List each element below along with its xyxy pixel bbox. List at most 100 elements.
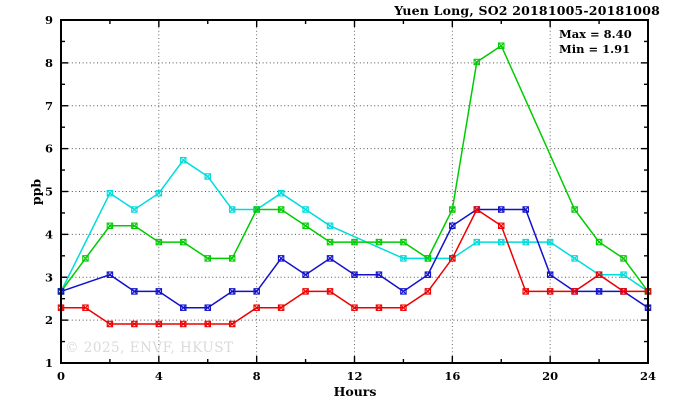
data-point-marker	[277, 304, 285, 311]
data-point-marker	[497, 206, 505, 213]
data-point-marker	[180, 156, 187, 164]
chart-title: Yuen Long, SO2 20181005-20181008	[394, 3, 660, 18]
data-point-marker	[424, 271, 432, 278]
data-point-marker	[449, 206, 456, 213]
data-point-marker	[375, 304, 383, 311]
data-point-marker	[131, 288, 138, 295]
data-point-marker	[228, 255, 236, 262]
data-point-marker	[155, 288, 163, 295]
watermark: © 2025, ENVF, HKUST	[65, 340, 234, 356]
y-tick-label: 5	[45, 185, 53, 199]
x-tick-label: 4	[155, 369, 163, 383]
x-tick-label: 20	[542, 369, 558, 383]
data-point-marker	[228, 206, 236, 213]
data-point-marker	[351, 238, 358, 246]
x-tick-label: 12	[346, 369, 362, 383]
data-point-marker	[375, 271, 383, 278]
data-point-marker	[351, 271, 358, 278]
y-tick-label: 4	[45, 227, 53, 241]
data-point-marker	[106, 320, 114, 328]
data-point-marker	[131, 222, 138, 230]
data-point-marker	[253, 288, 260, 295]
axis-ticks	[60, 19, 649, 364]
data-point-marker	[620, 288, 627, 295]
data-point-marker	[546, 271, 554, 278]
x-tick-label: 16	[444, 369, 460, 383]
data-point-marker	[595, 288, 603, 295]
data-point-marker	[522, 206, 529, 213]
y-tick-label: 6	[45, 142, 53, 156]
data-point-marker	[400, 288, 407, 295]
grid-lines	[61, 20, 648, 363]
data-point-marker	[473, 206, 481, 213]
plot-border	[60, 19, 649, 364]
data-point-marker	[400, 304, 407, 311]
data-point-marker	[253, 304, 260, 311]
data-point-marker	[400, 238, 407, 246]
data-point-marker	[449, 255, 456, 262]
data-point-marker	[228, 320, 236, 328]
y-tick-label: 3	[45, 270, 53, 284]
data-point-marker	[571, 288, 578, 295]
series-path	[61, 208, 648, 325]
data-point-marker	[546, 288, 554, 295]
data-point-marker	[424, 288, 432, 295]
data-point-marker	[351, 304, 358, 311]
y-tick-label: 9	[45, 13, 53, 27]
x-axis-label: Hours	[333, 384, 377, 399]
maxmin-annotation: Max = 8.40 Min = 1.91	[559, 27, 632, 57]
data-point-marker	[82, 304, 89, 311]
data-point-marker	[302, 206, 309, 213]
data-point-marker	[155, 320, 163, 328]
data-point-marker	[131, 320, 138, 328]
y-axis-label: ppb	[28, 178, 44, 206]
data-point-marker	[106, 189, 114, 197]
data-point-marker	[204, 320, 212, 328]
data-point-marker	[375, 238, 383, 246]
data-point-marker	[302, 288, 309, 295]
data-point-marker	[82, 255, 89, 262]
data-point-marker	[620, 271, 627, 278]
data-point-marker	[473, 238, 481, 246]
data-point-marker	[131, 206, 138, 213]
data-point-marker	[155, 238, 163, 246]
data-point-marker	[204, 173, 212, 180]
data-point-marker	[302, 222, 309, 230]
data-point-marker	[546, 238, 554, 246]
series-path	[60, 208, 649, 309]
data-point-marker	[180, 238, 187, 246]
y-tick-label: 8	[45, 56, 53, 70]
data-point-marker	[449, 222, 456, 230]
data-point-marker	[400, 255, 407, 262]
x-tick-label: 8	[253, 369, 261, 383]
x-tick-label: 24	[640, 369, 656, 383]
data-point-marker	[522, 238, 529, 246]
data-point-marker	[302, 271, 309, 278]
data-point-marker	[326, 288, 334, 295]
data-point-marker	[106, 222, 114, 230]
y-tick-label: 7	[45, 99, 53, 113]
data-point-marker	[204, 255, 212, 262]
data-point-marker	[595, 238, 603, 246]
data-point-marker	[228, 288, 236, 295]
series-red-line	[57, 206, 652, 328]
data-point-marker	[497, 222, 505, 230]
data-point-marker	[620, 255, 627, 262]
data-point-marker	[497, 238, 505, 246]
data-point-marker	[473, 58, 481, 66]
x-tick-label: 0	[57, 369, 65, 383]
data-point-marker	[326, 222, 334, 230]
data-point-marker	[204, 304, 212, 311]
data-point-marker	[326, 238, 334, 246]
y-tick-label: 2	[45, 313, 53, 327]
max-value-label: Max = 8.40	[559, 27, 632, 41]
data-point-marker	[155, 189, 163, 197]
data-point-marker	[326, 255, 334, 262]
data-point-marker	[180, 320, 187, 328]
y-tick-label: 1	[45, 356, 53, 370]
data-point-marker	[180, 304, 187, 311]
data-point-marker	[277, 255, 285, 262]
